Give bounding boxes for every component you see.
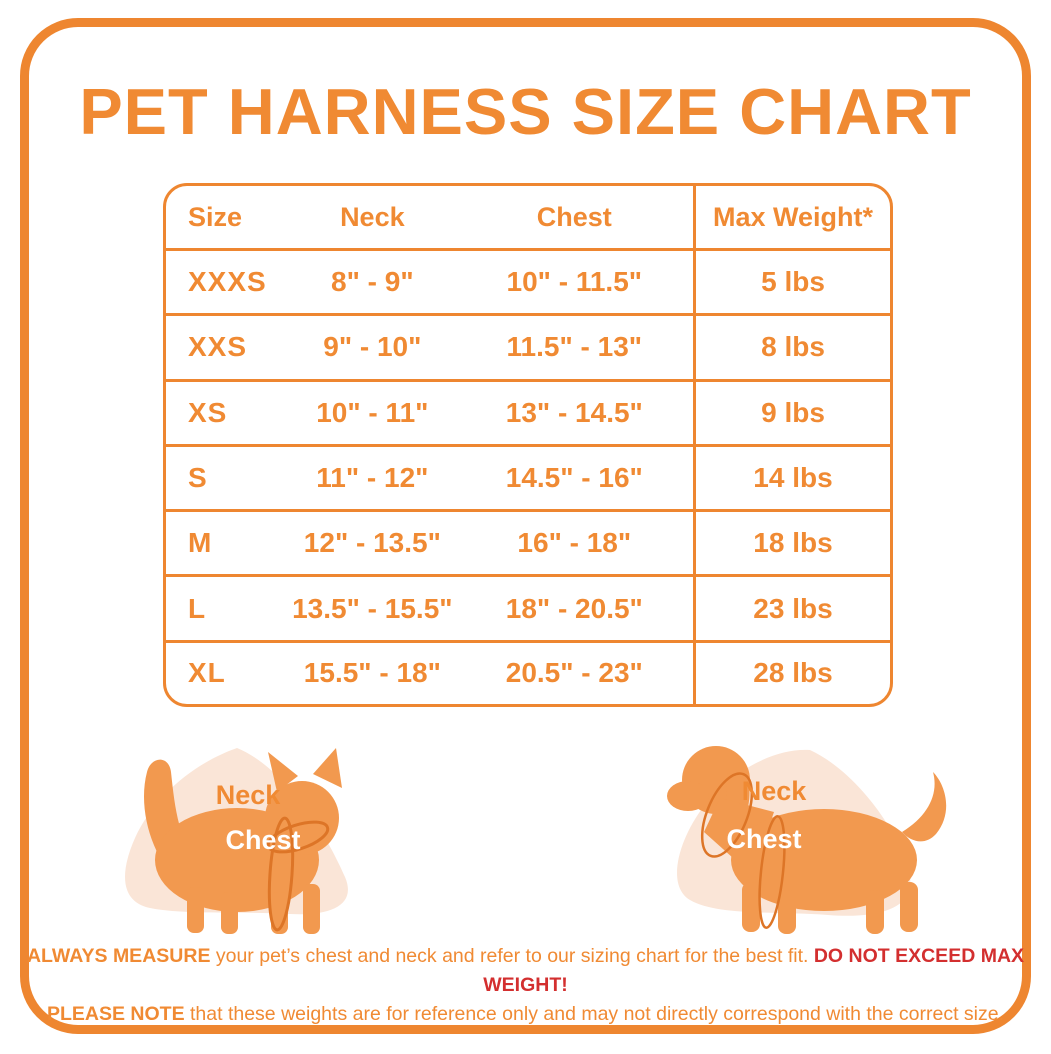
neck-value: 15.5" - 18" <box>289 639 456 704</box>
cat-chest-label: Chest <box>225 825 300 855</box>
max-weight-value: 14 lbs <box>693 443 890 511</box>
table-row: XXXS 8" - 9" 10" - 11.5" 5 lbs <box>166 247 890 315</box>
chest-value: 20.5" - 23" <box>455 639 695 704</box>
max-weight-value: 5 lbs <box>693 247 890 315</box>
max-weight-warning: DO NOT EXCEED MAX WEIGHT! <box>483 945 1025 996</box>
dog-chest-label: Chest <box>726 824 801 854</box>
table-row: S 11" - 12" 14.5" - 16" 14 lbs <box>166 443 890 511</box>
measure-text: your pet’s chest and neck and refer to o… <box>210 945 814 967</box>
table-header-row: Size Neck Chest Max Weight* <box>166 186 890 250</box>
size-value: M <box>166 509 290 576</box>
column-header-size: Size <box>188 201 243 232</box>
size-value: L <box>166 574 290 642</box>
table-row: XXS 9" - 10" 11.5" - 13" 8 lbs <box>166 313 890 381</box>
chest-value: 16" - 18" <box>455 509 695 576</box>
always-measure-emphasis: ALWAYS MEASURE <box>26 945 211 967</box>
size-chart-table: Size Neck Chest Max Weight* XXXS 8" - 9"… <box>163 183 893 707</box>
max-weight-value: 18 lbs <box>693 509 890 576</box>
footer-note: ALWAYS MEASURE your pet’s chest and neck… <box>0 942 1051 1029</box>
chest-measure-loop-icon <box>758 815 786 929</box>
size-value: XL <box>166 639 290 704</box>
size-value: XXS <box>166 313 290 381</box>
table-row: L 13.5" - 15.5" 18" - 20.5" 23 lbs <box>166 574 890 642</box>
page-title: PET HARNESS SIZE CHART <box>79 75 972 148</box>
neck-measure-loop-icon <box>266 820 330 854</box>
size-value: XS <box>166 378 290 446</box>
neck-value: 13.5" - 15.5" <box>289 574 456 642</box>
neck-measure-loop-icon <box>700 772 754 858</box>
dog-silhouette-icon <box>667 746 947 934</box>
chest-value: 14.5" - 16" <box>455 443 695 511</box>
max-weight-value: 28 lbs <box>693 639 890 704</box>
cat-measurement-diagram: Neck Chest <box>85 722 395 937</box>
column-header-neck: Neck <box>340 201 405 232</box>
note-text: that these weights are for reference onl… <box>184 1003 1004 1025</box>
cat-neck-label: Neck <box>216 780 282 810</box>
please-note-emphasis: PLEASE NOTE <box>46 1003 185 1025</box>
cat-silhouette-icon <box>143 748 342 934</box>
max-weight-value: 8 lbs <box>693 313 890 381</box>
chest-value: 10" - 11.5" <box>455 247 695 315</box>
dog-neck-label: Neck <box>742 776 808 806</box>
neck-value: 8" - 9" <box>289 247 456 315</box>
neck-value: 9" - 10" <box>289 313 456 381</box>
footer-line-1: ALWAYS MEASURE your pet’s chest and neck… <box>0 942 1051 1000</box>
neck-value: 11" - 12" <box>289 443 456 511</box>
neck-value: 12" - 13.5" <box>289 509 456 576</box>
chest-measure-loop-icon <box>267 816 295 932</box>
dog-measurement-diagram: Neck Chest <box>642 720 952 938</box>
neck-value: 10" - 11" <box>289 378 456 446</box>
chest-value: 18" - 20.5" <box>455 574 695 642</box>
table-row: M 12" - 13.5" 16" - 18" 18 lbs <box>166 509 890 576</box>
max-weight-value: 9 lbs <box>693 378 890 446</box>
chest-value: 11.5" - 13" <box>455 313 695 381</box>
column-header-chest: Chest <box>536 201 612 232</box>
chest-value: 13" - 14.5" <box>455 378 695 446</box>
footer-line-2: PLEASE NOTE that these weights are for r… <box>0 1000 1051 1029</box>
column-header-max-weight: Max Weight* <box>693 186 890 250</box>
page-border <box>20 18 1031 1034</box>
table-row: XL 15.5" - 18" 20.5" - 23" 28 lbs <box>166 639 890 704</box>
size-value: S <box>166 443 290 511</box>
size-value: XXXS <box>166 247 290 315</box>
table-row: XS 10" - 11" 13" - 14.5" 9 lbs <box>166 378 890 446</box>
max-weight-value: 23 lbs <box>693 574 890 642</box>
